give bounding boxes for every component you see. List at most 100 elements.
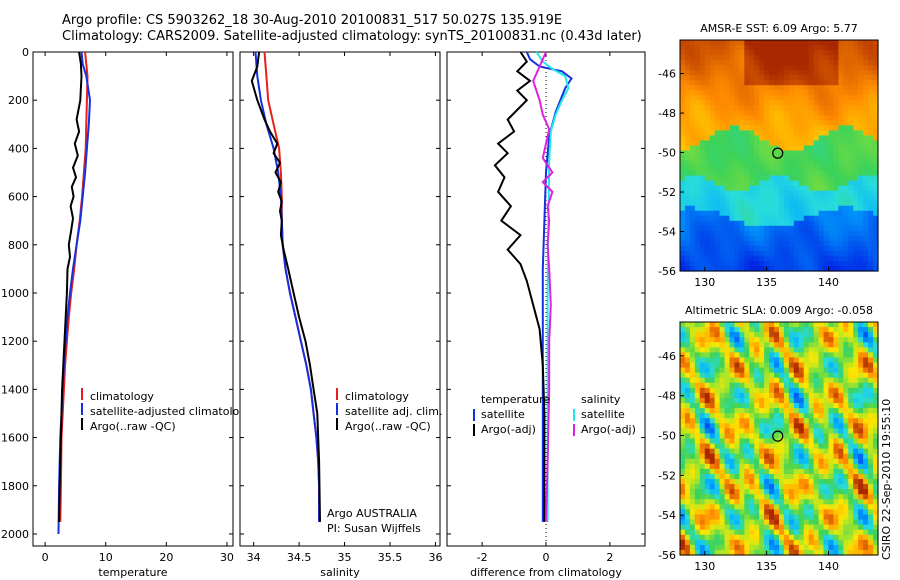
map-cell [863,438,869,445]
map-cell [719,135,726,142]
map-cell [694,382,701,389]
map-cell [704,245,711,252]
map-cell [783,387,790,394]
map-cell [779,458,785,465]
map-cell [739,443,745,450]
map-cell [833,180,839,187]
map-cell [689,205,696,212]
map-cell [759,418,765,424]
map-cell [808,120,815,126]
map-cell [704,484,711,490]
map-cell [689,448,696,455]
map-cell [803,392,810,399]
map-cell [759,377,765,384]
map-cell [719,423,726,429]
map-cell [709,504,716,511]
map-cell [719,463,726,470]
map-cell [848,519,854,526]
map-cell [684,539,691,546]
map-cell [744,468,750,475]
map-cell [744,85,750,91]
map-cell [739,110,745,116]
map-cell [779,539,785,546]
map-cell [764,235,770,242]
map-cell [729,362,736,369]
map-cell [714,458,721,465]
map-cell [709,357,716,364]
map-cell [759,205,765,212]
map-cell [779,489,785,495]
map-cell [808,215,815,222]
map-cell [689,332,696,338]
map-cell [813,458,820,465]
map-cell [873,95,879,101]
map-cell [714,265,721,272]
map-cell [863,170,869,177]
map-cell [764,362,770,369]
map-cell [813,150,820,157]
map-cell [793,210,800,217]
map-cell [858,260,864,267]
map-cell [803,524,810,531]
map-cell [699,210,706,217]
map-cell [853,180,859,187]
map-cell [739,265,745,272]
map-cell [828,377,835,384]
map-cell [744,433,750,440]
map-cell [848,438,854,445]
map-cell [833,448,839,455]
map-cell [813,135,820,142]
map-cell [729,100,736,106]
map-cell [868,408,874,414]
y-tick-label-temperature: 2000 [1,528,29,541]
map-cell [769,367,775,374]
map-cell [779,80,785,86]
map-cell [749,392,755,399]
map-cell [754,549,760,556]
map-cell [788,150,795,157]
map-cell [764,100,770,106]
map-cell [828,443,835,450]
map-cell [783,443,790,450]
map-cell [729,105,736,111]
map-cell [813,504,820,511]
map-cell [694,387,701,394]
map-cell [759,40,765,46]
map-cell [843,468,849,475]
map-cell [818,85,825,91]
map-cell [699,55,706,61]
map-cell [868,150,874,157]
map-cell [838,240,844,247]
map-cell [754,90,760,96]
map-cell [724,392,731,399]
map-cell [873,387,879,394]
map-cell [783,347,790,353]
map-cell [714,80,721,86]
map-cell [818,255,825,262]
map-cell [699,433,706,440]
map-cell [803,428,810,435]
map-cell [858,352,864,359]
map-cell [729,357,736,364]
map-cell [739,225,745,232]
map-cell [793,145,800,152]
map-y-tick-label-sst: -46 [658,68,676,81]
map-cell [853,489,859,495]
map-cell [714,322,721,328]
map-cell [798,190,805,197]
map-cell [793,50,800,56]
map-cell [724,489,731,495]
map-cell [680,225,686,232]
map-cell [798,265,805,272]
map-cell [699,195,706,202]
map-cell [774,468,780,475]
map-cell [783,85,790,91]
map-cell [868,225,874,232]
map-cell [729,195,736,202]
map-cell [714,175,721,182]
map-cell [813,494,820,500]
map-cell [833,100,839,106]
map-cell [774,50,780,56]
map-cell [694,337,701,343]
map-cell [858,75,864,81]
